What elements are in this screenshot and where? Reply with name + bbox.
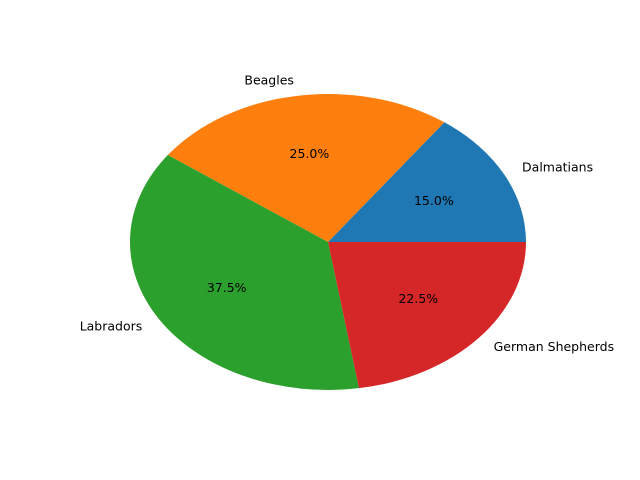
- slice-percent-label: 15.0%: [414, 193, 454, 208]
- pie-slice-labradors: [129, 155, 359, 391]
- pie-slice-dalmatians: [328, 122, 526, 242]
- slice-label: German Shepherds: [494, 339, 615, 354]
- slice-label: Dalmatians: [522, 160, 593, 175]
- slice-percent-label: 22.5%: [398, 291, 438, 306]
- pie-slice-german-shepherds: [328, 242, 526, 389]
- pie-slice-beagles: [167, 94, 445, 243]
- slice-label: Beagles: [244, 73, 294, 88]
- pie-labels: Dalmatians 15.0% Beagles 25.0% Labradors 37.5…: [80, 73, 614, 355]
- slice-percent-label: 25.0%: [290, 146, 330, 161]
- slice-percent-label: 37.5%: [207, 280, 247, 295]
- slice-label: Labradors: [80, 319, 143, 334]
- pie-slices: [129, 94, 526, 391]
